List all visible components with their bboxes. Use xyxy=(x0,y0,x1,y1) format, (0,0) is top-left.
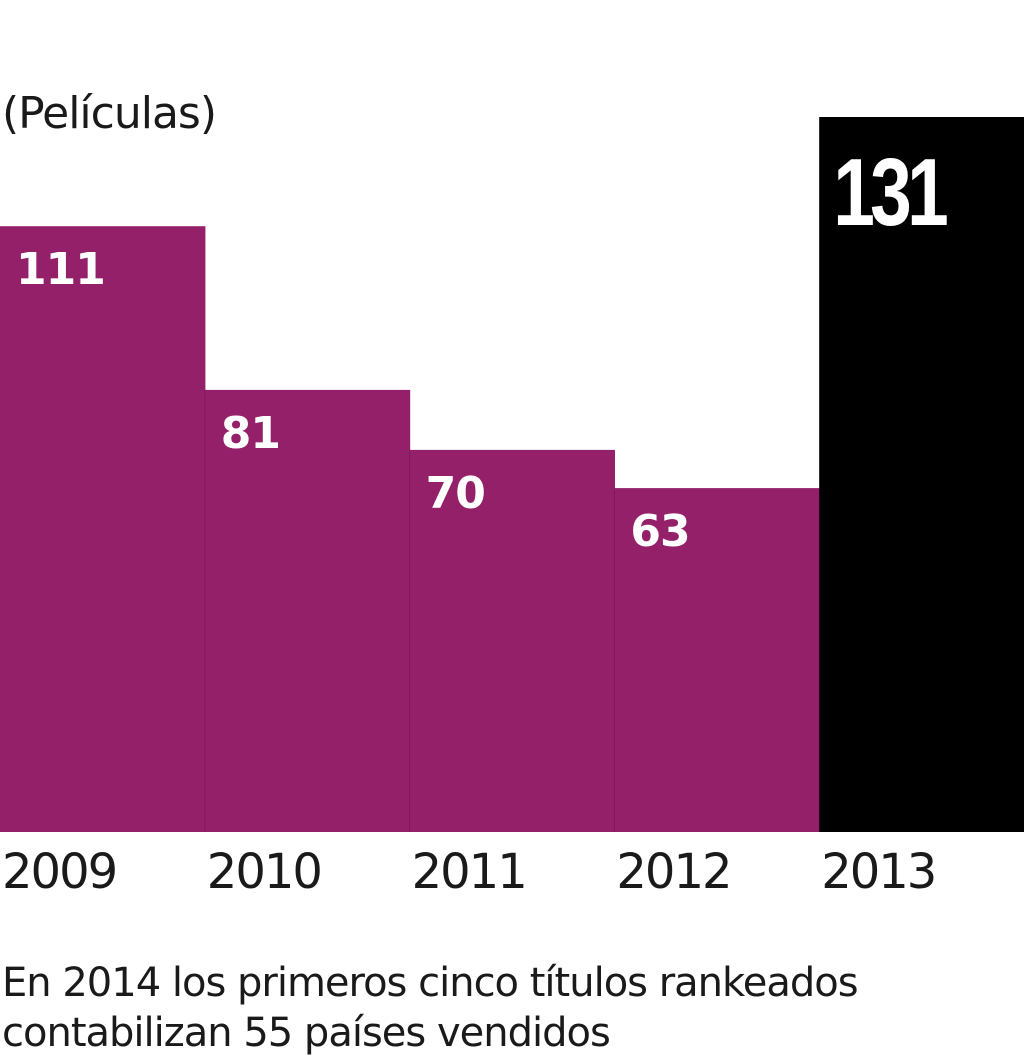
value-label-2010: 81 xyxy=(221,408,280,459)
value-label-2012: 63 xyxy=(630,506,689,557)
x-tick-label-2013: 2013 xyxy=(821,844,935,900)
bar-2013 xyxy=(819,117,1024,832)
x-tick-label-2009: 2009 xyxy=(2,844,116,900)
x-tick-labels-group: 2009 2010 2011 2012 2013 xyxy=(2,844,937,900)
value-label-2013: 131 xyxy=(833,139,947,246)
x-tick-label-2010: 2010 xyxy=(207,844,321,900)
bar-2010 xyxy=(204,389,411,832)
unit-label: (Películas) xyxy=(2,88,217,139)
bars-group xyxy=(0,117,1024,832)
value-label-2011: 70 xyxy=(426,468,485,519)
footnote-line-1: En 2014 los primeros cinco títulos ranke… xyxy=(2,960,859,1006)
value-labels-group: 111 81 70 63 131 xyxy=(16,139,952,557)
bar-2011 xyxy=(409,449,615,832)
bar-2009 xyxy=(0,226,206,832)
footnote: En 2014 los primeros cinco títulos ranke… xyxy=(2,958,1002,1058)
bar-2012 xyxy=(614,488,820,832)
footnote-line-2: contabilizan 55 países vendidos xyxy=(2,1010,611,1056)
x-tick-label-2011: 2011 xyxy=(412,844,526,900)
x-tick-label-2012: 2012 xyxy=(616,844,730,900)
value-label-2009: 111 xyxy=(16,244,105,295)
